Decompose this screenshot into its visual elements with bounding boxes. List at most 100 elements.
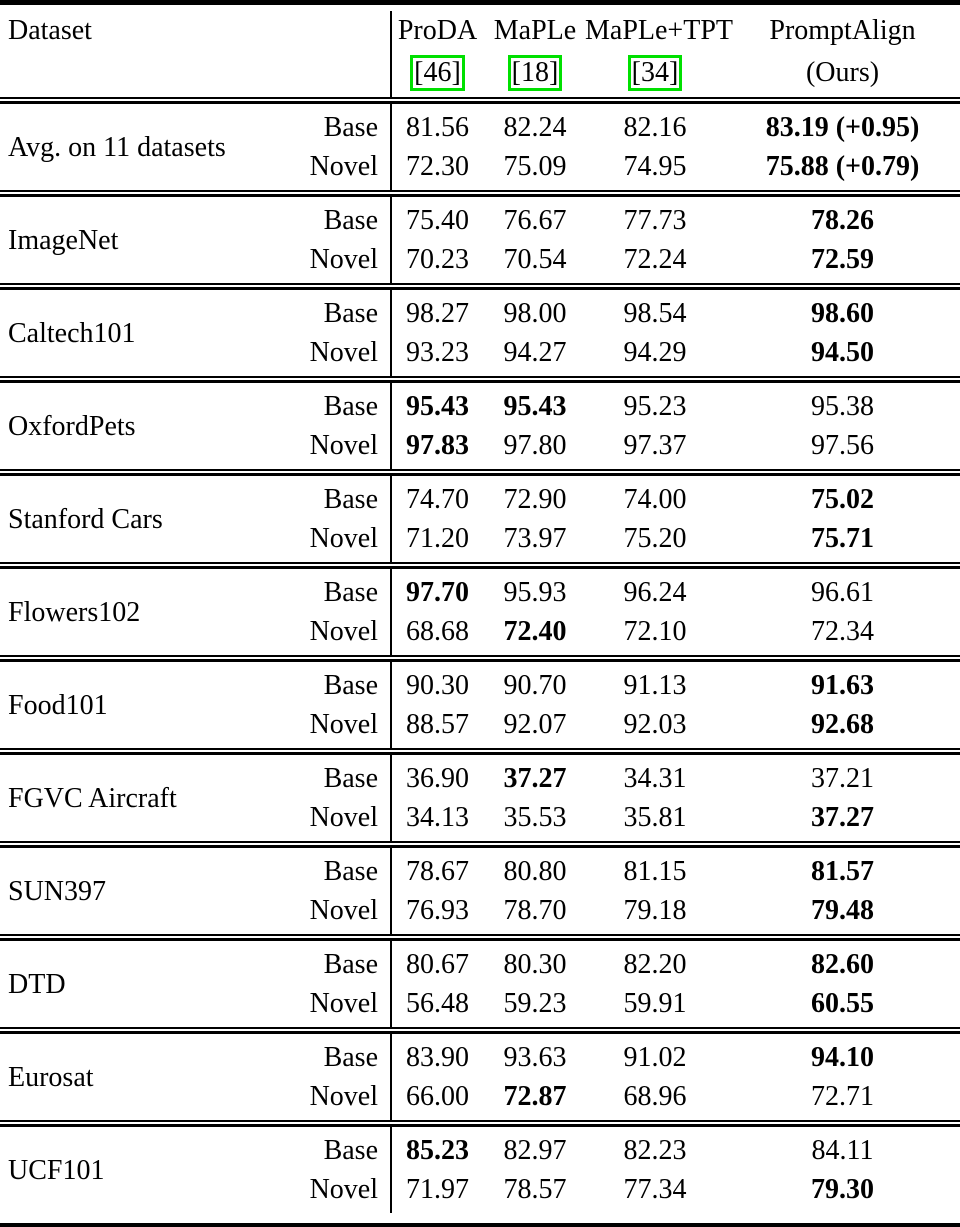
value-maple-base: 98.00 (503, 298, 567, 329)
value-proda-base: 81.56 (406, 112, 469, 143)
column-header-promptalign: PromptAlign (769, 15, 916, 46)
split-label-base: Base (323, 1042, 378, 1073)
split-label-base: Base (323, 298, 378, 329)
split-label-novel: Novel (309, 151, 378, 182)
value-promptalign-base: 84.11 (811, 1135, 874, 1166)
value-proda-base: 75.40 (406, 205, 469, 236)
value-maple-novel: 35.53 (503, 802, 567, 833)
value-promptalign-base: 83.19 (+0.95) (765, 112, 920, 143)
split-label-base: Base (323, 484, 378, 515)
value-proda-novel: 71.20 (406, 523, 469, 554)
value-maple-tpt-base: 91.02 (623, 1042, 687, 1073)
row-separator (0, 655, 960, 662)
value-promptalign-novel: 72.59 (811, 244, 874, 275)
row-separator (0, 469, 960, 476)
dataset-name: Avg. on 11 datasets (8, 131, 226, 163)
value-proda-base: 95.43 (406, 391, 469, 422)
value-maple-tpt-novel: 92.03 (623, 709, 687, 740)
dataset-name: Eurosat (8, 1061, 94, 1093)
value-maple-novel: 92.07 (503, 709, 567, 740)
value-promptalign-novel: 97.56 (811, 430, 874, 461)
citation-cell: [18] (485, 53, 585, 97)
value-maple-tpt-novel: 72.24 (623, 244, 687, 275)
value-maple-novel: 94.27 (503, 337, 567, 368)
value-maple-tpt-novel: 35.81 (623, 802, 687, 833)
table-body: Avg. on 11 datasets Base 81.56 82.24 82.… (0, 104, 960, 1213)
dataset-name: Caltech101 (8, 317, 136, 349)
value-maple-tpt-novel: 59.91 (623, 988, 687, 1019)
row-separator (0, 562, 960, 569)
value-promptalign-novel: 79.48 (811, 895, 874, 926)
value-proda-novel: 56.48 (406, 988, 469, 1019)
dataset-block: Flowers102 Base 97.70 95.93 96.24 96.61 … (0, 569, 960, 655)
value-maple-base: 80.30 (503, 949, 567, 980)
citation-link-18[interactable]: [18] (507, 55, 563, 91)
value-maple-tpt-base: 77.73 (623, 205, 687, 236)
value-maple-novel: 78.70 (503, 895, 567, 926)
value-maple-novel: 70.54 (503, 244, 567, 275)
value-maple-tpt-novel: 97.37 (623, 430, 687, 461)
column-header-proda: ProDA (397, 15, 478, 46)
value-promptalign-novel: 72.34 (811, 616, 874, 647)
dataset-block: Avg. on 11 datasets Base 81.56 82.24 82.… (0, 104, 960, 190)
value-maple-tpt-novel: 79.18 (623, 895, 687, 926)
value-proda-base: 90.30 (406, 670, 469, 701)
dataset-block: UCF101 Base 85.23 82.97 82.23 84.11 Nove… (0, 1127, 960, 1213)
dataset-block: FGVC Aircraft Base 36.90 37.27 34.31 37.… (0, 755, 960, 841)
split-label-base: Base (323, 949, 378, 980)
dataset-name: ImageNet (8, 224, 119, 256)
value-proda-novel: 71.97 (406, 1174, 469, 1205)
split-label-base: Base (323, 856, 378, 887)
value-promptalign-base: 96.61 (811, 577, 874, 608)
value-maple-tpt-base: 82.23 (623, 1135, 687, 1166)
value-promptalign-base: 81.57 (811, 856, 874, 887)
value-promptalign-novel: 79.30 (811, 1174, 874, 1205)
dataset-name: Flowers102 (8, 596, 141, 628)
dataset-block: Stanford Cars Base 74.70 72.90 74.00 75.… (0, 476, 960, 562)
value-maple-tpt-base: 91.13 (623, 670, 687, 701)
value-maple-tpt-novel: 77.34 (623, 1174, 687, 1205)
split-label-novel: Novel (309, 895, 378, 926)
value-maple-base: 95.93 (503, 577, 567, 608)
value-maple-novel: 78.57 (503, 1174, 567, 1205)
value-proda-base: 98.27 (406, 298, 469, 329)
value-maple-tpt-base: 34.31 (623, 763, 687, 794)
split-label-base: Base (323, 763, 378, 794)
split-label-base: Base (323, 205, 378, 236)
value-maple-tpt-base: 82.20 (623, 949, 687, 980)
value-maple-base: 72.90 (503, 484, 567, 515)
value-maple-tpt-base: 74.00 (623, 484, 687, 515)
value-promptalign-base: 98.60 (811, 298, 874, 329)
split-label-base: Base (323, 391, 378, 422)
column-header-dataset: Dataset (8, 15, 92, 46)
dataset-name: SUN397 (8, 875, 107, 907)
row-separator (0, 190, 960, 197)
dataset-name: OxfordPets (8, 410, 136, 442)
value-proda-novel: 93.23 (406, 337, 469, 368)
value-maple-tpt-novel: 94.29 (623, 337, 687, 368)
ours-label: (Ours) (805, 57, 880, 88)
citation-link-34[interactable]: [34] (627, 55, 683, 91)
value-proda-novel: 68.68 (406, 616, 469, 647)
value-promptalign-base: 78.26 (811, 205, 874, 236)
header-separator (0, 97, 960, 104)
row-separator (0, 841, 960, 848)
column-header-maple-tpt: MaPLe+TPT (585, 15, 733, 46)
split-label-base: Base (323, 112, 378, 143)
value-maple-novel: 75.09 (503, 151, 567, 182)
dataset-block: ImageNet Base 75.40 76.67 77.73 78.26 No… (0, 197, 960, 283)
dataset-block: DTD Base 80.67 80.30 82.20 82.60 Novel 5… (0, 941, 960, 1027)
value-promptalign-novel: 60.55 (811, 988, 874, 1019)
value-proda-novel: 34.13 (406, 802, 469, 833)
citation-link-46[interactable]: [46] (410, 55, 465, 91)
value-promptalign-base: 91.63 (811, 670, 874, 701)
split-label-novel: Novel (309, 988, 378, 1019)
value-maple-novel: 72.40 (503, 616, 567, 647)
dataset-block: Caltech101 Base 98.27 98.00 98.54 98.60 … (0, 290, 960, 376)
column-header-maple: MaPLe (493, 15, 577, 46)
split-label-base: Base (323, 1135, 378, 1166)
value-maple-novel: 72.87 (503, 1081, 567, 1112)
value-maple-base: 80.80 (503, 856, 567, 887)
row-separator (0, 748, 960, 755)
